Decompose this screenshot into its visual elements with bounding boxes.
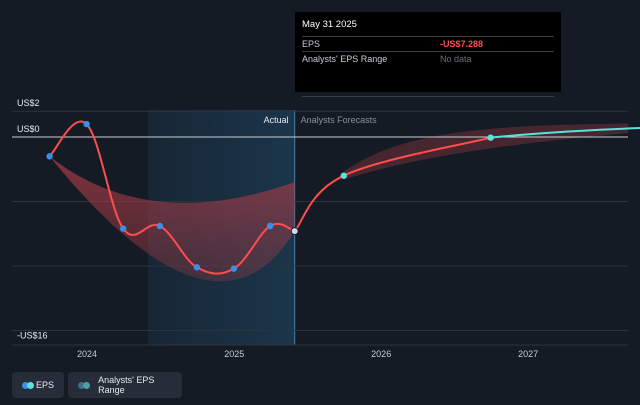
forecast-point-1 xyxy=(487,134,494,141)
legend-range-button[interactable]: Analysts' EPS Range xyxy=(68,372,182,398)
legend-eps-label: EPS xyxy=(35,380,54,390)
analyst-range-area xyxy=(49,156,295,282)
eps-point-4 xyxy=(193,264,201,271)
forecast-point-0 xyxy=(340,172,347,179)
eps-point-2 xyxy=(120,225,127,232)
y-tick-label-1: US$0 xyxy=(17,124,40,134)
x-tick-label-2026: 2026 xyxy=(371,349,391,359)
eps-point-5 xyxy=(230,265,238,272)
tooltip-row-range: Analysts' EPS Range No data xyxy=(302,51,554,66)
eps-forecast-line xyxy=(293,136,491,232)
legend-range-label: Analysts' EPS Range xyxy=(98,375,155,395)
x-tick-label-2025: 2025 xyxy=(224,349,244,359)
eps-point-0 xyxy=(46,153,53,160)
forecast-range-area xyxy=(343,123,628,180)
tooltip-range-value: No data xyxy=(440,54,472,64)
legend-eps-button[interactable]: EPS xyxy=(12,372,64,398)
eps-point-6 xyxy=(266,222,274,230)
y-tick-label-2: -US$16 xyxy=(17,330,48,340)
section-label-actual: Actual xyxy=(264,115,289,125)
tooltip-divider xyxy=(302,66,554,97)
tooltip-eps-label: EPS xyxy=(302,39,321,49)
tooltip-range-label: Analysts' EPS Range xyxy=(302,54,388,64)
tooltip-row-eps: EPS -US$7.288 xyxy=(302,36,554,51)
eps-forecast-positive-line xyxy=(490,126,640,139)
eps-point-1 xyxy=(83,120,90,128)
range-legend-icon xyxy=(78,381,90,389)
eps-legend-icon xyxy=(22,381,34,389)
tooltip: May 31 2025 EPS -US$7.288 Analysts' EPS … xyxy=(295,12,561,97)
section-label-forecast: Analysts Forecasts xyxy=(301,115,378,125)
y-tick-label-0: US$2 xyxy=(17,98,40,108)
tooltip-date: May 31 2025 xyxy=(302,19,357,30)
x-tick-label-2027: 2027 xyxy=(518,349,538,359)
eps-point-3 xyxy=(156,222,164,230)
tooltip-eps-value: -US$7.288 xyxy=(440,39,484,49)
eps-point-7 xyxy=(290,227,299,236)
x-tick-label-2024: 2024 xyxy=(77,349,97,359)
